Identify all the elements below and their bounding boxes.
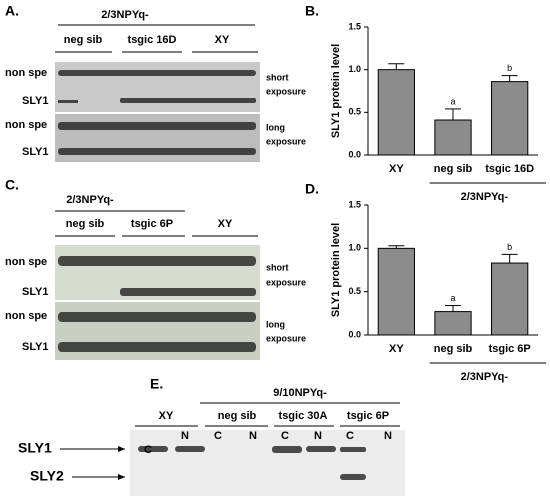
fraction-label: C bbox=[144, 444, 152, 456]
group-label: 2/3NPYq- bbox=[461, 371, 509, 383]
group-label: 2/3NPYq- bbox=[461, 191, 509, 203]
bands bbox=[58, 70, 256, 155]
lane-label: neg sib bbox=[218, 410, 257, 422]
y-tick-label: 0.0 bbox=[348, 149, 361, 159]
group-label: 9/10NPYq- bbox=[273, 387, 327, 399]
band-label: SLY1 bbox=[18, 440, 52, 456]
x-tick-label: neg sib bbox=[434, 163, 473, 175]
panel-letter: E. bbox=[150, 376, 163, 392]
bar bbox=[434, 119, 472, 156]
y-tick-label: 1.0 bbox=[348, 243, 361, 253]
blot bbox=[130, 430, 405, 496]
y-axis-label: SLY1 protein level bbox=[330, 44, 342, 138]
y-axis-label: SLY1 protein level bbox=[330, 223, 342, 317]
arrow-head bbox=[118, 474, 125, 480]
exposure-label: long bbox=[266, 319, 285, 329]
x-tick-label: XY bbox=[389, 343, 404, 355]
exposure-label: exposure bbox=[266, 136, 306, 146]
panel-a: A. 2/3NPYq- neg sib tsgic 16D XY non spe… bbox=[5, 3, 306, 162]
exposure-label: short bbox=[266, 262, 289, 272]
fraction-label: N bbox=[249, 430, 257, 442]
significance-label: b bbox=[507, 63, 512, 73]
y-tick-label: 0.5 bbox=[348, 107, 361, 117]
row-label: SLY1 bbox=[22, 341, 49, 353]
panel-letter: D. bbox=[305, 181, 319, 197]
x-tick-label: tsgic 6P bbox=[489, 343, 531, 355]
lane-label: XY bbox=[159, 410, 174, 422]
lane-label: tsgic 6P bbox=[347, 410, 389, 422]
panel-letter: B. bbox=[305, 3, 319, 19]
x-tick-label: XY bbox=[389, 163, 404, 175]
lane-label: tsgic 6P bbox=[131, 218, 173, 230]
panel-letter: A. bbox=[5, 3, 19, 19]
blot bbox=[55, 62, 260, 112]
bar bbox=[377, 247, 415, 336]
panel-e: E. 9/10NPYq- XY neg sib tsgic 30A tsgic … bbox=[18, 376, 405, 496]
fraction-label: N bbox=[384, 430, 392, 442]
fraction-label: C bbox=[346, 430, 354, 442]
y-tick-label: 0.5 bbox=[348, 286, 361, 296]
x-tick-label: neg sib bbox=[434, 343, 473, 355]
lane-label: neg sib bbox=[64, 34, 103, 46]
group-label: 2/3NPYq- bbox=[101, 9, 149, 21]
y-tick-label: 1.5 bbox=[348, 21, 361, 31]
y-tick-label: 0.0 bbox=[348, 329, 361, 339]
fraction-label: N bbox=[181, 430, 189, 442]
panel-letter: C. bbox=[5, 177, 19, 193]
y-tick-label: 1.0 bbox=[348, 64, 361, 74]
band-label: SLY2 bbox=[30, 468, 64, 484]
row-label: non spe bbox=[5, 119, 47, 131]
group-label: 2/3NPYq- bbox=[66, 194, 114, 206]
exposure-label: exposure bbox=[266, 333, 306, 343]
fraction-label: N bbox=[314, 430, 322, 442]
row-label: SLY1 bbox=[22, 95, 49, 107]
bands bbox=[58, 256, 256, 352]
row-label: non spe bbox=[5, 256, 47, 268]
exposure-label: exposure bbox=[266, 277, 306, 287]
bar bbox=[491, 81, 529, 156]
x-tick-label: tsgic 16D bbox=[485, 163, 534, 175]
lane-label: XY bbox=[215, 34, 230, 46]
panel-c: C. 2/3NPYq- neg sib tsgic 6P XY non spe … bbox=[5, 177, 306, 360]
lane-label: tsgic 16D bbox=[128, 34, 177, 46]
lane-label: tsgic 30A bbox=[279, 410, 328, 422]
fraction-label: C bbox=[214, 430, 222, 442]
row-label: SLY1 bbox=[22, 146, 49, 158]
row-label: non spe bbox=[5, 67, 47, 79]
bands bbox=[138, 446, 366, 480]
bar bbox=[434, 311, 472, 336]
bar bbox=[377, 69, 415, 156]
row-label: SLY1 bbox=[22, 286, 49, 298]
exposure-label: exposure bbox=[266, 86, 306, 96]
exposure-label: long bbox=[266, 122, 285, 132]
significance-label: b bbox=[507, 242, 512, 252]
bar bbox=[491, 262, 529, 336]
significance-label: a bbox=[450, 293, 455, 303]
significance-label: a bbox=[450, 96, 455, 106]
lane-label: neg sib bbox=[66, 218, 105, 230]
exposure-label: short bbox=[266, 72, 289, 82]
row-label: non spe bbox=[5, 310, 47, 322]
arrow-head bbox=[118, 446, 125, 452]
lane-label: XY bbox=[218, 218, 233, 230]
fraction-label: C bbox=[281, 430, 289, 442]
y-tick-label: 1.5 bbox=[348, 199, 361, 209]
